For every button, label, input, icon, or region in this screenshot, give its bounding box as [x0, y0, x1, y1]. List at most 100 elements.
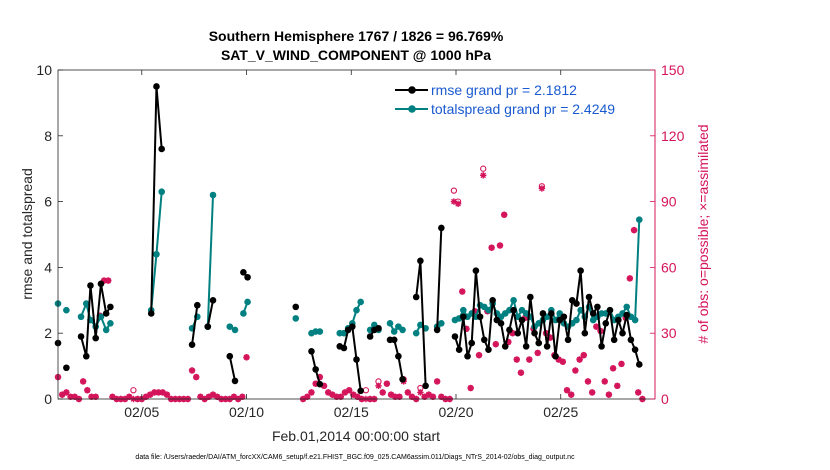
spread-point: [460, 306, 467, 314]
rmse-point: [92, 334, 100, 342]
spread-point: [107, 320, 114, 327]
rmse-point: [460, 313, 467, 321]
rmse-point: [489, 297, 496, 304]
obs-assimilated-point: [433, 378, 441, 385]
obs-assimilated-point: [425, 391, 432, 398]
obs-assimilated-point: [450, 198, 458, 205]
rmse-point: [188, 341, 196, 349]
rmse-point: [349, 323, 356, 330]
obs-assimilated-point: [500, 211, 508, 218]
y-right-tick-label: 0: [661, 391, 669, 407]
obs-assimilated-point: [480, 172, 487, 179]
rmse-point: [312, 366, 319, 373]
rmse-point: [395, 352, 402, 360]
obs-assimilated-point: [193, 373, 200, 381]
obs-assimilated-point: [320, 382, 328, 390]
rmse-point: [158, 145, 165, 153]
obs-assimilated-point: [396, 393, 403, 401]
obs-assimilated-point: [626, 275, 634, 282]
obs-assimilated-point: [496, 242, 504, 249]
rmse-line-segment: [191, 305, 199, 345]
obs-assimilated-point: [205, 393, 213, 401]
obs-assimilated-point: [304, 393, 311, 401]
rmse-point: [340, 344, 348, 352]
x-tick-label: 02/10: [229, 404, 264, 420]
rmse-point: [308, 347, 315, 355]
obs-assimilated-point: [151, 389, 158, 396]
rmse-point: [627, 336, 635, 344]
obs-assimilated-point: [387, 391, 395, 398]
y-right-tick-label: 60: [661, 259, 677, 275]
y-left-tick-label: 6: [44, 194, 52, 210]
chart-title-line2: SAT_V_WIND_COMPONENT @ 1000 hPa: [221, 47, 491, 63]
rmse-point: [87, 282, 94, 289]
obs-assimilated-point: [146, 391, 154, 398]
rmse-point: [501, 343, 509, 350]
rmse-point: [153, 83, 160, 90]
obs-assimilated-point: [79, 378, 87, 385]
rmse-point: [594, 303, 601, 311]
obs-assimilated-point: [505, 338, 512, 346]
rmse-line-segment: [206, 300, 214, 327]
obs-possible-point: [480, 165, 487, 172]
obs-assimilated-point: [159, 389, 166, 396]
spread-point: [623, 303, 631, 311]
y-left-tick-label: 0: [44, 391, 52, 407]
rmse-point: [147, 310, 155, 317]
obs-assimilated-point: [404, 389, 412, 396]
spread-point: [226, 323, 234, 330]
y-right-tick-label: 30: [661, 325, 677, 341]
line-series: [54, 83, 643, 395]
rmse-point: [226, 352, 234, 360]
obs-assimilated-point: [559, 358, 567, 365]
rmse-point: [107, 303, 114, 311]
obs-assimilated-point: [488, 244, 495, 251]
rmse-point: [543, 343, 551, 350]
rmse-point: [412, 293, 420, 301]
obs-assimilated-point: [555, 356, 562, 363]
rmse-point: [514, 329, 522, 337]
spread-point: [631, 316, 639, 324]
plot-background: [58, 70, 655, 399]
y-left-tick-label: 2: [44, 325, 52, 341]
obs-assimilated-point: [350, 391, 357, 398]
rmse-point: [602, 320, 610, 327]
spread-point: [485, 306, 492, 314]
rmse-point: [366, 333, 374, 340]
obs-assimilated-point: [354, 393, 361, 401]
legend: rmse grand pr = 2.1812 totalspread grand…: [395, 82, 615, 117]
obs-assimilated-point: [576, 356, 583, 363]
rmse-point: [480, 336, 488, 344]
rmse-point: [535, 339, 543, 347]
legend-rmse-marker: [408, 86, 416, 94]
rmse-line-segment: [436, 227, 443, 330]
obs-assimilated-point: [618, 360, 625, 368]
rmse-point: [292, 303, 300, 311]
rmse-point: [518, 316, 526, 324]
spread-point: [510, 297, 517, 304]
rmse-point: [399, 375, 406, 383]
obs-assimilated-point: [630, 226, 638, 234]
spread-point: [438, 320, 445, 327]
y-left-tick-label: 10: [36, 62, 52, 78]
obs-assimilated-point: [379, 389, 386, 396]
rmse-point: [102, 310, 110, 317]
rmse-point: [548, 310, 555, 317]
x-tick-label: 02/25: [543, 404, 578, 420]
rmse-point: [623, 311, 631, 319]
obs-assimilated-point: [517, 369, 525, 376]
rmse-point: [573, 300, 580, 307]
spread-point: [63, 306, 70, 314]
obs-assimilated-point: [593, 323, 600, 330]
obs-assimilated-point: [580, 351, 587, 359]
obs-assimilated-point: [333, 393, 340, 401]
obs-assimilated-point: [521, 314, 529, 322]
obs-assimilated-point: [568, 391, 575, 398]
obs-assimilated-point: [163, 391, 171, 398]
rmse-point: [635, 361, 643, 368]
obs-assimilated-point: [214, 393, 221, 401]
obs-possible-point: [130, 387, 137, 394]
obs-assimilated-point: [63, 389, 70, 396]
rmse-point: [82, 352, 90, 360]
obs-assimilated-point: [345, 387, 353, 394]
